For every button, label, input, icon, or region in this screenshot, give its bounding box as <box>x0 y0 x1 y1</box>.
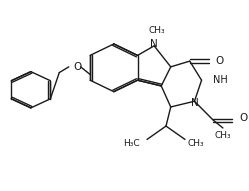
Text: O: O <box>240 113 248 123</box>
Text: CH₃: CH₃ <box>215 131 231 140</box>
Text: N: N <box>190 98 198 108</box>
Text: CH₃: CH₃ <box>187 139 204 148</box>
Text: H₃C: H₃C <box>123 139 140 148</box>
Text: O: O <box>216 56 224 66</box>
Text: NH: NH <box>213 75 228 85</box>
Text: O: O <box>73 62 82 72</box>
Text: CH₃: CH₃ <box>148 26 165 35</box>
Text: N: N <box>150 39 158 49</box>
